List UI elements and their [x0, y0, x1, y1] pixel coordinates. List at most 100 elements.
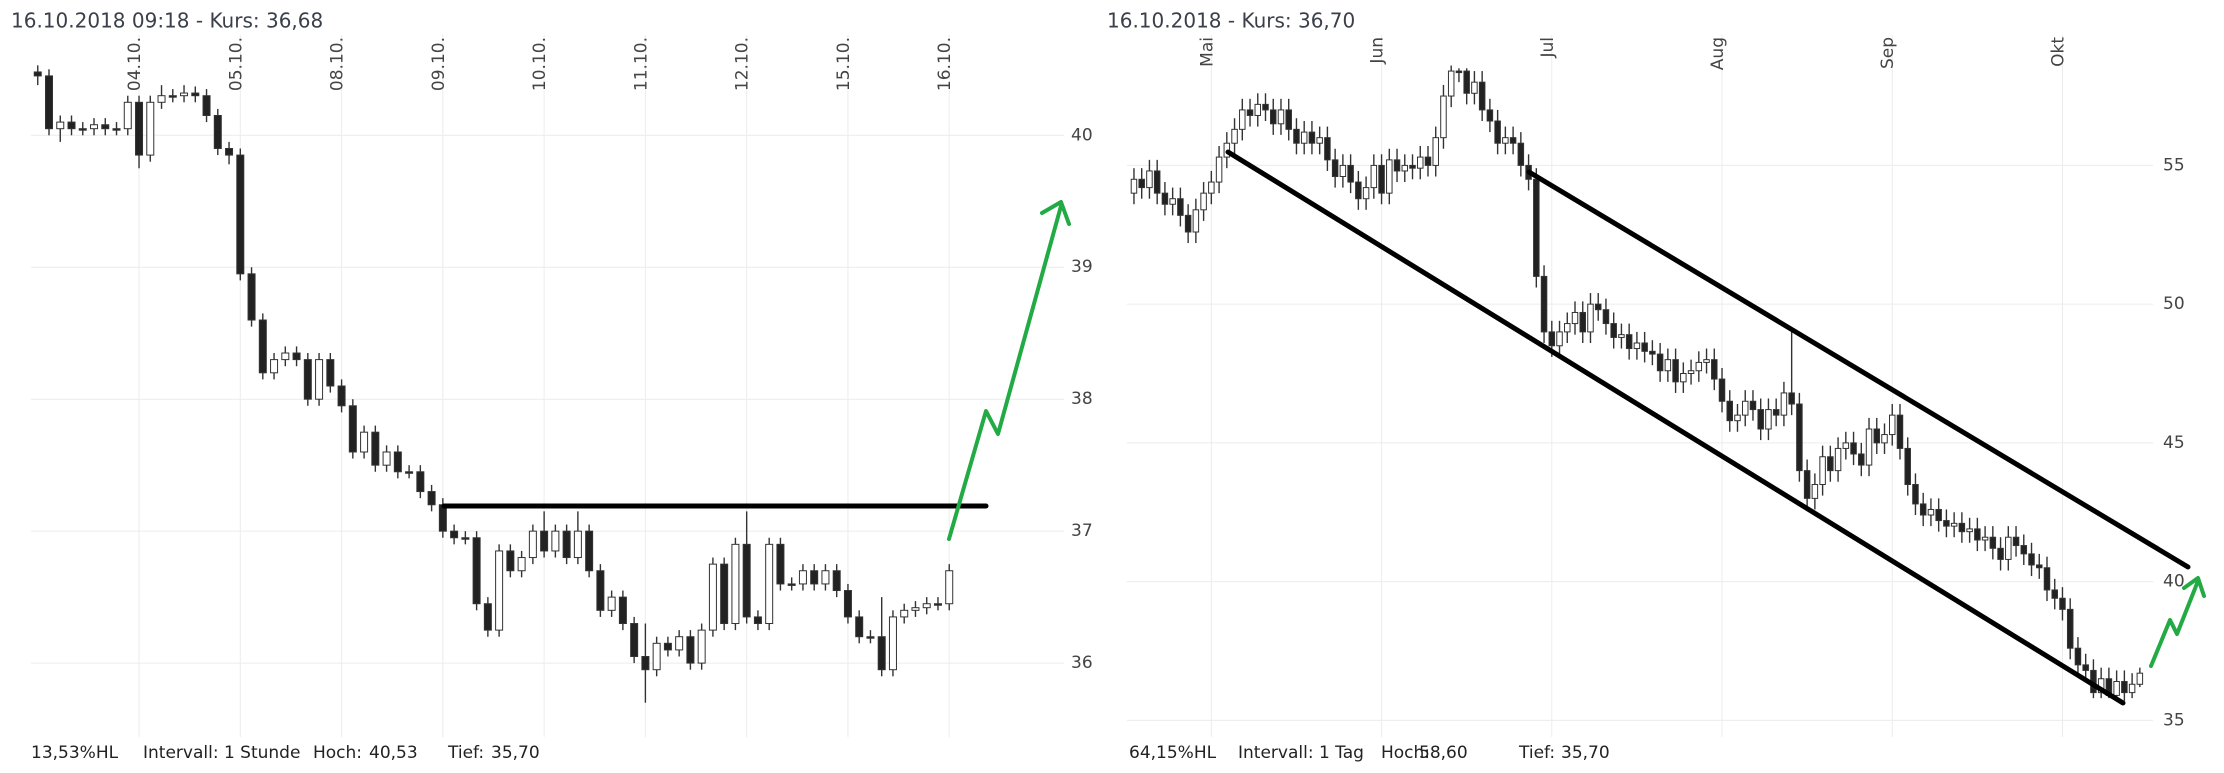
- candle-body: [1417, 156, 1424, 169]
- candle-body: [686, 636, 695, 664]
- candle-body: [1138, 178, 1145, 189]
- candle-body: [292, 352, 301, 361]
- candle-body: [225, 147, 234, 156]
- candle-body: [2012, 536, 2020, 547]
- candle-body: [2121, 681, 2128, 694]
- candle-body: [123, 101, 132, 130]
- candle-body: [1974, 528, 1981, 541]
- candle-body: [1239, 109, 1246, 130]
- candle-body: [1231, 128, 1238, 144]
- candle-body: [945, 570, 954, 605]
- x-tick-label: Aug: [1708, 37, 1728, 70]
- candle-body: [1827, 456, 1834, 472]
- candle-body: [1339, 164, 1347, 178]
- candle-body: [1741, 400, 1749, 416]
- candle-body: [1734, 414, 1741, 422]
- candle-body: [708, 563, 717, 631]
- x-tick-label: Okt: [2048, 37, 2068, 67]
- candle-body: [573, 530, 582, 559]
- candle-body: [1989, 536, 1997, 549]
- candle-body: [1664, 359, 1672, 372]
- y-tick-label: 50: [2163, 294, 2185, 314]
- candle-body: [1633, 342, 1641, 350]
- candle-body: [1386, 159, 1393, 194]
- candle-body: [56, 121, 65, 130]
- y-tick-label: 36: [1071, 653, 1093, 673]
- candle-body: [1749, 400, 1757, 411]
- candle-body: [1695, 361, 1703, 372]
- candle-body: [596, 570, 605, 611]
- candle-body: [1517, 142, 1525, 166]
- candle-body: [1625, 334, 1633, 350]
- candle-body: [810, 570, 819, 585]
- candle-body: [1447, 70, 1455, 97]
- candle-body: [416, 471, 425, 493]
- x-tick-label: 09.10.: [429, 37, 449, 91]
- candle-body: [1324, 137, 1331, 161]
- candle-body: [1672, 359, 1679, 383]
- candle-body: [1656, 353, 1664, 372]
- candle-body: [2020, 545, 2028, 555]
- candle-body: [1649, 350, 1656, 355]
- candle-body: [663, 642, 672, 651]
- candle-body: [168, 95, 177, 98]
- candle-body: [1850, 442, 1857, 455]
- candle-body: [146, 101, 155, 156]
- candle-body: [630, 623, 639, 658]
- candle-body: [2128, 683, 2136, 694]
- candle-body: [1316, 137, 1323, 144]
- candle-body: [1153, 170, 1161, 194]
- candle-body: [1494, 120, 1501, 144]
- candle-body: [348, 405, 357, 453]
- candle-body: [1873, 428, 1881, 444]
- y-tick-label: 37: [1071, 521, 1093, 541]
- candle-body: [753, 616, 762, 625]
- candle-body: [1262, 103, 1269, 111]
- y-tick-label: 40: [1071, 125, 1093, 145]
- candle-body: [742, 543, 751, 618]
- y-tick-label: 55: [2163, 155, 2185, 175]
- candle-body: [1981, 536, 1989, 541]
- candle-body: [1966, 528, 1973, 533]
- footer-low-label: Tief:: [447, 743, 484, 763]
- candle-body: [1881, 434, 1888, 444]
- arrow-head: [2182, 576, 2206, 598]
- candle-body: [101, 124, 110, 130]
- candle-body: [1362, 187, 1370, 200]
- candle-body: [1919, 503, 1927, 516]
- candle-body: [180, 92, 189, 97]
- candle-body: [1208, 181, 1215, 194]
- candle-body: [888, 616, 897, 671]
- candle-body: [776, 543, 785, 585]
- candle-body: [1455, 70, 1463, 74]
- candle-body: [382, 451, 391, 466]
- candle-body: [562, 530, 571, 559]
- chart-title: 16.10.2018 09:18 - Kurs: 36,68: [11, 9, 323, 33]
- candle-body: [1540, 275, 1548, 333]
- candle-body: [528, 530, 537, 559]
- candle-body: [585, 530, 594, 572]
- candle-body: [1177, 198, 1184, 216]
- candle-body: [2043, 567, 2051, 591]
- footer-interval: Intervall: 1 Tag: [1238, 743, 1364, 763]
- candle-body: [472, 537, 481, 605]
- candle-body: [1246, 109, 1254, 116]
- candle-body: [1858, 453, 1865, 466]
- candle-body: [2005, 536, 2012, 560]
- candle-body: [1432, 137, 1439, 166]
- y-tick-label: 35: [2163, 710, 2185, 730]
- candle-body: [326, 359, 335, 387]
- candle-body: [2059, 597, 2066, 610]
- candle-body: [2113, 681, 2120, 696]
- candle-body: [1602, 309, 1610, 325]
- x-tick-label: 10.10.: [530, 37, 550, 91]
- candle-body: [1548, 331, 1556, 347]
- x-tick-label: 12.10.: [733, 37, 753, 91]
- candle-body: [1796, 403, 1803, 472]
- candle-body: [2082, 664, 2089, 671]
- candle-body: [1254, 103, 1262, 116]
- candle-body: [258, 319, 267, 374]
- candle-body: [157, 95, 166, 103]
- candle-body: [1192, 209, 1200, 233]
